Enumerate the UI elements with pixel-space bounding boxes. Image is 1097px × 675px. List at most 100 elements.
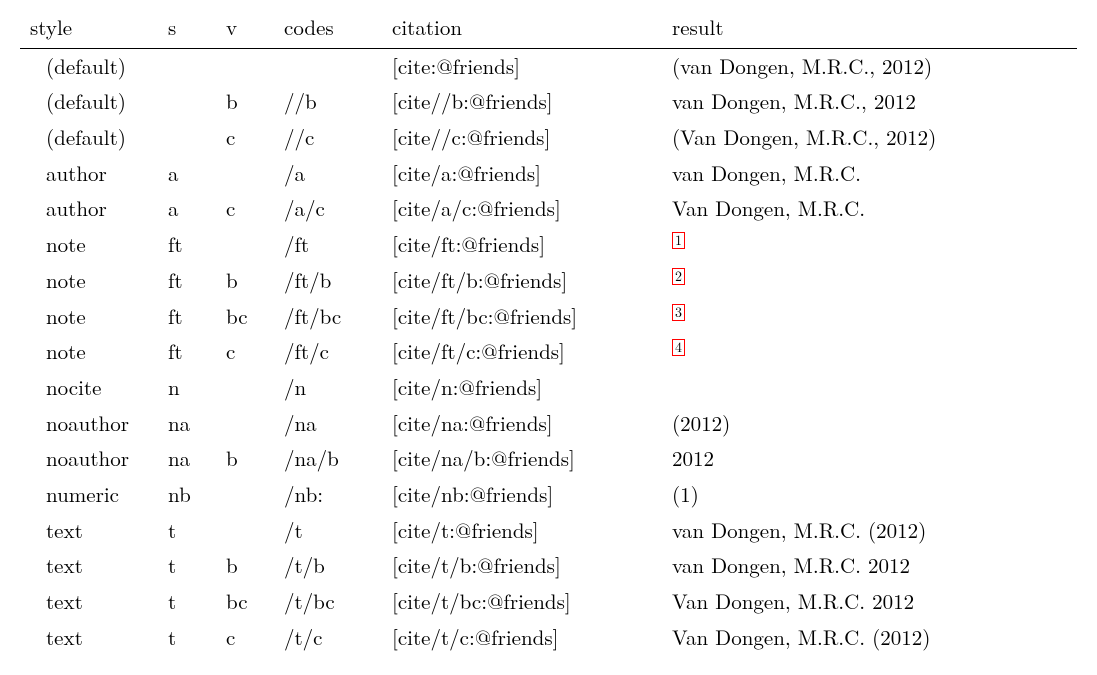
- cell-s: t: [158, 584, 216, 620]
- cell-s: t: [158, 513, 216, 549]
- cell-codes: /t: [274, 513, 382, 549]
- cell-style: nocite: [20, 370, 158, 406]
- cell-codes: /a/c: [274, 191, 382, 227]
- cell-v: b: [216, 441, 274, 477]
- cell-v: c: [216, 191, 274, 227]
- cell-citation: [cite/t/b:@friends]: [382, 548, 662, 584]
- cell-v: b: [216, 548, 274, 584]
- cell-style: author: [20, 191, 158, 227]
- cell-v: c: [216, 620, 274, 656]
- cell-s: a: [158, 156, 216, 192]
- col-header-result: result: [662, 10, 1077, 48]
- cell-s: ft: [158, 263, 216, 299]
- cell-s: t: [158, 548, 216, 584]
- cell-result: 2012: [662, 441, 1077, 477]
- cell-citation: [cite/ft/c:@friends]: [382, 334, 662, 370]
- cell-citation: [cite//c:@friends]: [382, 120, 662, 156]
- cell-v: b: [216, 84, 274, 120]
- cell-codes: /nb:: [274, 477, 382, 513]
- cell-result: 4: [662, 334, 1077, 370]
- cell-style: note: [20, 227, 158, 263]
- cell-v: b: [216, 263, 274, 299]
- table-row: noauthornab/na/b[cite/na/b:@friends]2012: [20, 441, 1077, 477]
- cell-codes: /ft/b: [274, 263, 382, 299]
- cell-result: 1: [662, 227, 1077, 263]
- cell-result: Van Dongen, M.R.C. (2012): [662, 620, 1077, 656]
- cell-style: noauthor: [20, 406, 158, 442]
- cell-citation: [cite/ft/bc:@friends]: [382, 299, 662, 335]
- table-row: noteftc/ft/c[cite/ft/c:@friends]4: [20, 334, 1077, 370]
- cell-result: van Dongen, M.R.C. (2012): [662, 513, 1077, 549]
- cell-codes: /t/b: [274, 548, 382, 584]
- table-row: noteftbc/ft/bc[cite/ft/bc:@friends]3: [20, 299, 1077, 335]
- col-header-style: style: [20, 10, 158, 48]
- cell-citation: [cite//b:@friends]: [382, 84, 662, 120]
- cell-codes: /na: [274, 406, 382, 442]
- cell-s: [158, 48, 216, 84]
- cell-codes: //b: [274, 84, 382, 120]
- table-row: noteft/ft[cite/ft:@friends]1: [20, 227, 1077, 263]
- cell-result: [662, 370, 1077, 406]
- cell-style: note: [20, 299, 158, 335]
- cell-style: numeric: [20, 477, 158, 513]
- table-header-row: style s v codes citation result: [20, 10, 1077, 48]
- cell-result: (2012): [662, 406, 1077, 442]
- table-row: texttc/t/c[cite/t/c:@friends]Van Dongen,…: [20, 620, 1077, 656]
- cell-v: [216, 370, 274, 406]
- cell-s: nb: [158, 477, 216, 513]
- cell-v: [216, 477, 274, 513]
- cell-style: note: [20, 263, 158, 299]
- cell-v: bc: [216, 584, 274, 620]
- footnote-marker[interactable]: 4: [672, 339, 685, 356]
- table-row: authora/a[cite/a:@friends]van Dongen, M.…: [20, 156, 1077, 192]
- cell-result: (Van Dongen, M.R.C., 2012): [662, 120, 1077, 156]
- table-row: textt/t[cite/t:@friends]van Dongen, M.R.…: [20, 513, 1077, 549]
- cell-citation: [cite/t/bc:@friends]: [382, 584, 662, 620]
- cell-s: [158, 120, 216, 156]
- cell-v: [216, 406, 274, 442]
- cell-result: van Dongen, M.R.C. 2012: [662, 548, 1077, 584]
- cell-style: text: [20, 584, 158, 620]
- col-header-v: v: [216, 10, 274, 48]
- cell-result: 2: [662, 263, 1077, 299]
- cell-style: (default): [20, 48, 158, 84]
- cell-result: van Dongen, M.R.C.: [662, 156, 1077, 192]
- cell-citation: [cite/n:@friends]: [382, 370, 662, 406]
- cell-style: (default): [20, 84, 158, 120]
- cell-citation: [cite/na:@friends]: [382, 406, 662, 442]
- cell-v: [216, 156, 274, 192]
- table-row: authorac/a/c[cite/a/c:@friends]Van Donge…: [20, 191, 1077, 227]
- cell-codes: /t/bc: [274, 584, 382, 620]
- cell-s: t: [158, 620, 216, 656]
- cell-s: ft: [158, 227, 216, 263]
- cell-result: 3: [662, 299, 1077, 335]
- footnote-marker[interactable]: 3: [672, 304, 685, 321]
- cell-codes: /ft/bc: [274, 299, 382, 335]
- cell-v: bc: [216, 299, 274, 335]
- cell-citation: [cite/ft/b:@friends]: [382, 263, 662, 299]
- cell-codes: [274, 48, 382, 84]
- cell-s: ft: [158, 334, 216, 370]
- cell-citation: [cite/na/b:@friends]: [382, 441, 662, 477]
- footnote-marker[interactable]: 1: [672, 232, 685, 249]
- citation-styles-table: style s v codes citation result (default…: [20, 10, 1077, 655]
- cell-codes: /na/b: [274, 441, 382, 477]
- cell-style: (default): [20, 120, 158, 156]
- table-row: numericnb/nb:[cite/nb:@friends](1): [20, 477, 1077, 513]
- cell-v: c: [216, 334, 274, 370]
- cell-result: Van Dongen, M.R.C. 2012: [662, 584, 1077, 620]
- cell-codes: /ft: [274, 227, 382, 263]
- cell-style: text: [20, 620, 158, 656]
- footnote-marker[interactable]: 2: [672, 268, 685, 285]
- cell-codes: /n: [274, 370, 382, 406]
- table-row: texttb/t/b[cite/t/b:@friends]van Dongen,…: [20, 548, 1077, 584]
- cell-v: [216, 48, 274, 84]
- col-header-citation: citation: [382, 10, 662, 48]
- table-row: noauthorna/na[cite/na:@friends](2012): [20, 406, 1077, 442]
- cell-style: author: [20, 156, 158, 192]
- table-row: (default)[cite:@friends](van Dongen, M.R…: [20, 48, 1077, 84]
- table-row: (default)c//c[cite//c:@friends](Van Dong…: [20, 120, 1077, 156]
- col-header-s: s: [158, 10, 216, 48]
- cell-v: c: [216, 120, 274, 156]
- cell-result: van Dongen, M.R.C., 2012: [662, 84, 1077, 120]
